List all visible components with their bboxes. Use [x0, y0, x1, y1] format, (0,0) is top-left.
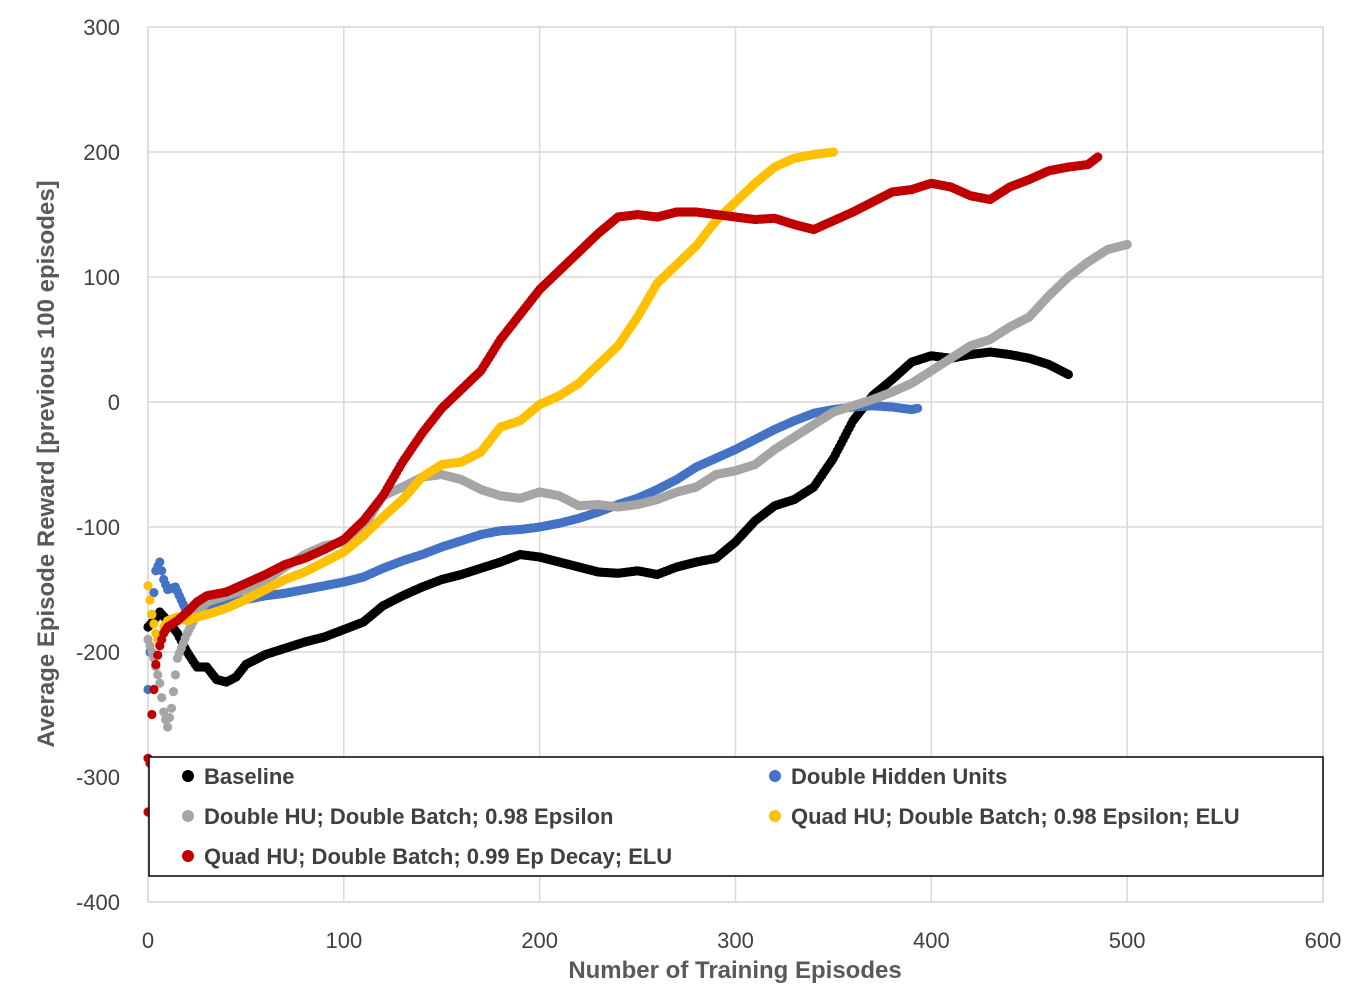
- x-tick-label: 100: [325, 928, 362, 953]
- x-tick-label: 0: [142, 928, 154, 953]
- legend-label-quad-hu-ep-decay: Quad HU; Double Batch; 0.99 Ep Decay; EL…: [204, 844, 672, 869]
- y-tick-label: -400: [76, 890, 120, 915]
- data-point: [168, 687, 179, 697]
- legend-label-quad-hu-epsilon: Quad HU; Double Batch; 0.98 Epsilon; ELU: [791, 804, 1240, 829]
- data-point: [149, 619, 159, 629]
- y-tick-label: 200: [83, 140, 120, 165]
- data-point: [147, 709, 157, 720]
- legend-label-double-hidden-units: Double Hidden Units: [791, 764, 1007, 789]
- y-tick-label: -200: [76, 640, 120, 665]
- series-quad-hu-double-batch-0-98-epsilon-elu: [143, 147, 839, 651]
- data-point: [913, 403, 923, 413]
- series-double-hidden-units: [143, 401, 923, 695]
- y-tick-label: 300: [83, 15, 120, 40]
- data-point: [1093, 152, 1103, 162]
- data-point: [155, 557, 165, 567]
- y-tick-label: -300: [76, 765, 120, 790]
- data-point: [155, 678, 165, 688]
- data-point: [157, 693, 167, 703]
- x-tick-label: 300: [717, 928, 754, 953]
- y-tick-label: 100: [83, 265, 120, 290]
- data-point: [170, 670, 180, 680]
- data-point: [164, 713, 175, 723]
- series-baseline: [143, 347, 1073, 687]
- legend-box: [148, 756, 1324, 877]
- y-axis-title: Average Episode Reward [previous 100 epi…: [33, 180, 60, 747]
- x-tick-label: 600: [1305, 928, 1342, 953]
- data-point: [159, 707, 169, 717]
- legend-marker-baseline: [182, 770, 194, 782]
- data-point: [153, 650, 163, 660]
- data-point: [1063, 369, 1073, 380]
- legend-marker-double-hidden-units: [769, 770, 781, 782]
- tick-labels: 0 100 200 300 400 500 600 -400 -300 -200 -100 0 100 2…: [76, 15, 1341, 953]
- data-point: [149, 684, 159, 695]
- series-layer: [143, 147, 1132, 817]
- plot-frame: [147, 26, 1324, 903]
- x-tick-label: 500: [1109, 928, 1146, 953]
- y-tick-label: -100: [76, 515, 120, 540]
- data-point: [153, 670, 163, 680]
- legend-label-double-hu-double-batch: Double HU; Double Batch; 0.98 Epsilon: [204, 804, 613, 829]
- legend-label-baseline: Baseline: [204, 764, 295, 789]
- x-tick-label: 200: [521, 928, 558, 953]
- data-point: [147, 609, 157, 620]
- data-point: [151, 659, 161, 670]
- legend: Baseline Double Hidden Units Double HU; …: [148, 756, 1324, 877]
- y-tick-label: 0: [108, 390, 120, 415]
- gridlines: [147, 26, 1324, 903]
- x-tick-label: 400: [913, 928, 950, 953]
- legend-marker-double-hu-double-batch: [182, 810, 194, 822]
- legend-marker-quad-hu-ep-decay: [182, 850, 194, 862]
- data-point: [828, 147, 839, 157]
- data-point: [157, 566, 167, 576]
- data-point: [143, 581, 153, 591]
- x-axis-title: Number of Training Episodes: [568, 957, 901, 984]
- legend-marker-quad-hu-epsilon: [769, 810, 781, 822]
- data-point: [166, 703, 177, 713]
- data-point: [145, 595, 155, 605]
- data-point: [163, 722, 173, 732]
- data-point: [149, 588, 159, 598]
- data-point: [1122, 239, 1132, 250]
- series-quad-hu-double-batch-0-99-ep-decay-elu: [143, 152, 1103, 817]
